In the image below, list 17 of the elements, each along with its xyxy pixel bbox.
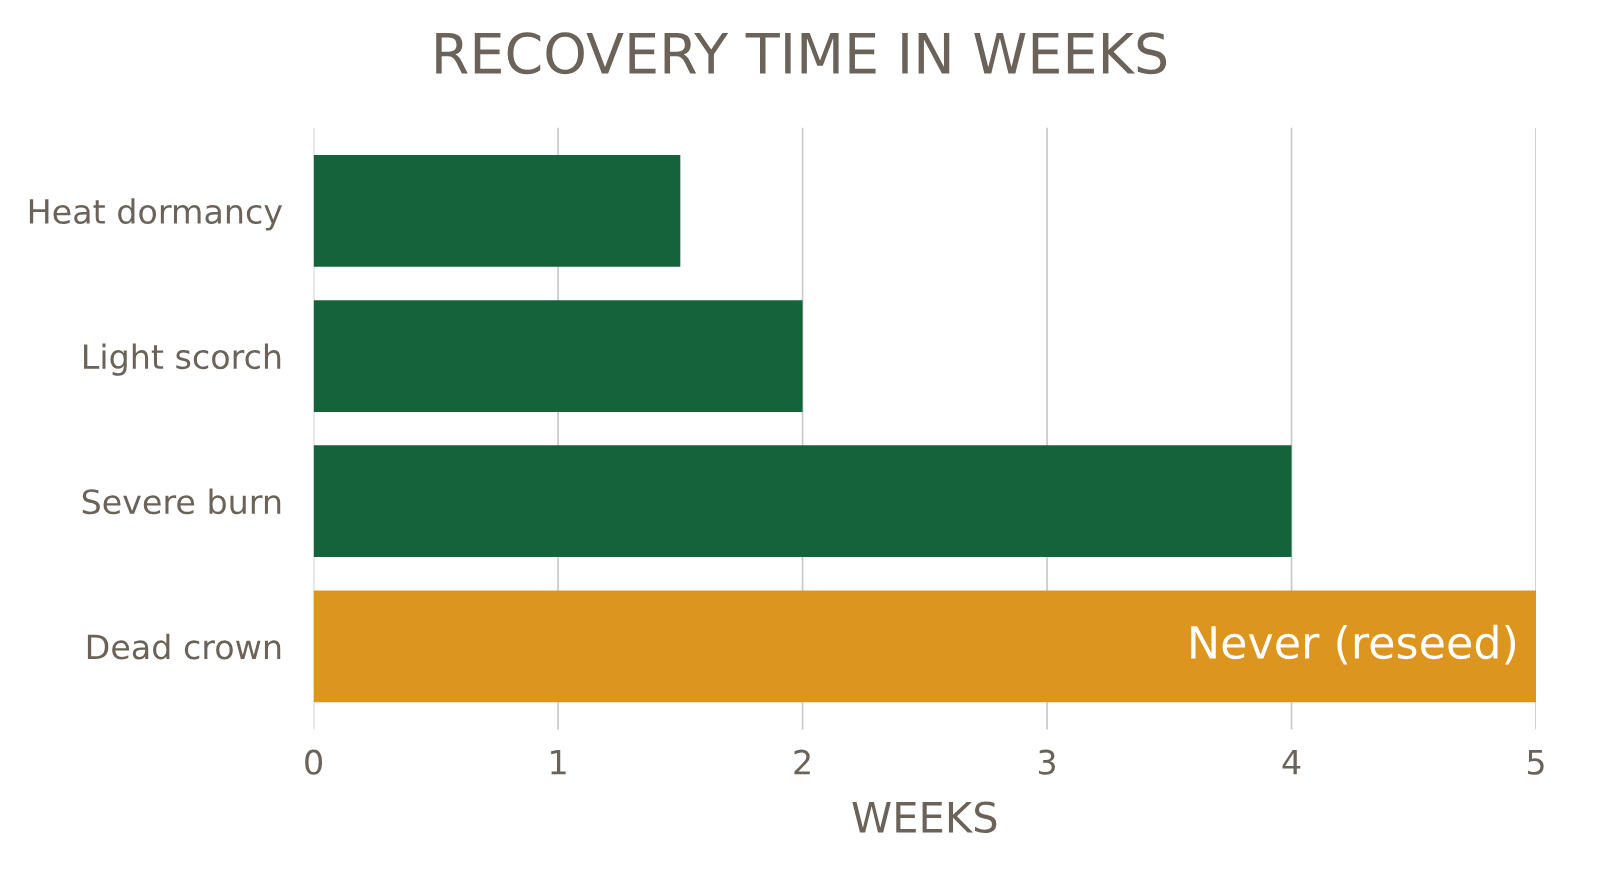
x-tick-label: 3 [1038, 749, 1055, 775]
bar [313, 155, 681, 267]
y-tick-label: Heat dormancy [29, 198, 283, 231]
x-tick-label: 4 [1282, 750, 1301, 775]
data-label: Never (reseed) [1191, 624, 1516, 665]
x-axis-title: WEEKS [852, 801, 997, 833]
x-tick-label: 0 [305, 749, 322, 775]
bar [313, 590, 1536, 703]
chart-title: RECOVERY TIME IN WEEKS [436, 32, 1167, 75]
x-tick-label: 2 [794, 749, 810, 775]
bar [313, 300, 803, 412]
y-tick-label: Severe burn [82, 488, 281, 515]
bar [313, 445, 1292, 558]
x-tick-label: 5 [1527, 750, 1544, 775]
x-tick-label: 1 [551, 750, 566, 775]
y-tick-label: Light scorch [84, 343, 281, 376]
y-tick-label: Dead crown [87, 633, 281, 660]
